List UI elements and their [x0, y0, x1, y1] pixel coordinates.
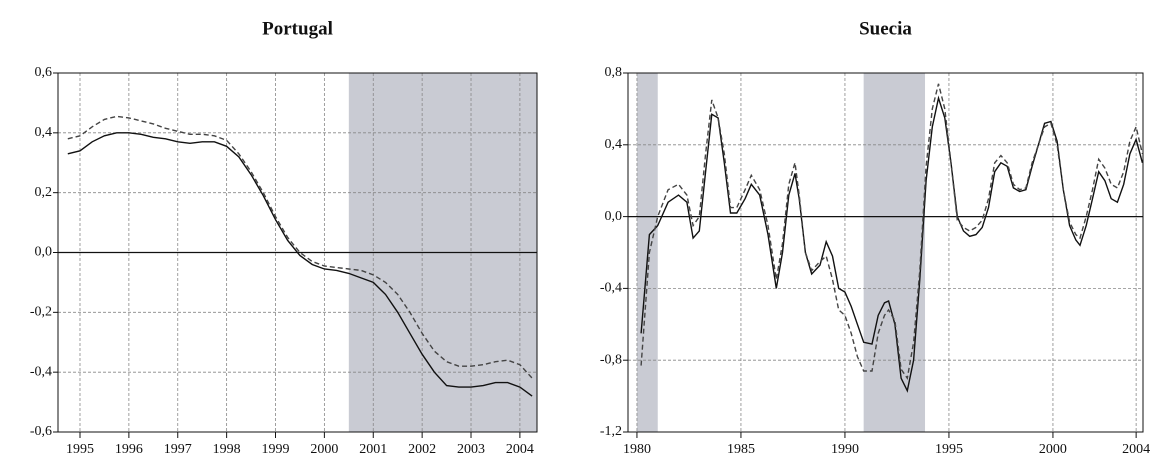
x-tick-label: 1985 [727, 442, 755, 457]
x-tick-label: 2003 [457, 442, 485, 457]
plot-frame [627, 72, 1144, 433]
y-tick-label: -0,4 [600, 281, 622, 296]
x-tick-label: 1980 [623, 442, 651, 457]
plot-frame [57, 72, 538, 433]
chart-title: Suecia [859, 18, 912, 39]
y-tick-label: 0,4 [605, 137, 623, 152]
y-tick-label: -0,4 [30, 364, 52, 379]
y-tick-label: -0,8 [600, 352, 622, 367]
x-tick-label: 2004 [1122, 442, 1150, 457]
y-tick-label: 0,6 [35, 65, 53, 80]
x-tick-label: 2002 [408, 442, 436, 457]
y-tick-label: -0,2 [30, 305, 52, 320]
x-tick-label: 2000 [1039, 442, 1067, 457]
x-tick-label: 1995 [66, 442, 94, 457]
shaded-region [863, 73, 926, 432]
x-tick-label: 1995 [935, 442, 963, 457]
x-tick-label: 1999 [262, 442, 290, 457]
chart-title: Portugal [262, 18, 333, 39]
x-tick-label: 2004 [506, 442, 534, 457]
y-tick-label: 0,0 [35, 245, 53, 260]
y-tick-label: -0,6 [30, 424, 52, 439]
series-line [67, 132, 533, 397]
series-line [67, 115, 533, 379]
y-tick-label: 0,4 [35, 125, 53, 140]
x-tick-label: 2000 [310, 442, 338, 457]
x-tick-label: 1990 [831, 442, 859, 457]
series-line [640, 83, 1144, 381]
y-tick-label: -1,2 [600, 424, 622, 439]
x-tick-label: 1997 [164, 442, 192, 457]
y-tick-label: 0,0 [605, 209, 623, 224]
x-tick-label: 1996 [115, 442, 143, 457]
x-tick-label: 2001 [359, 442, 387, 457]
y-tick-label: 0,8 [605, 65, 623, 80]
y-tick-label: 0,2 [35, 185, 53, 200]
x-tick-label: 1998 [213, 442, 241, 457]
